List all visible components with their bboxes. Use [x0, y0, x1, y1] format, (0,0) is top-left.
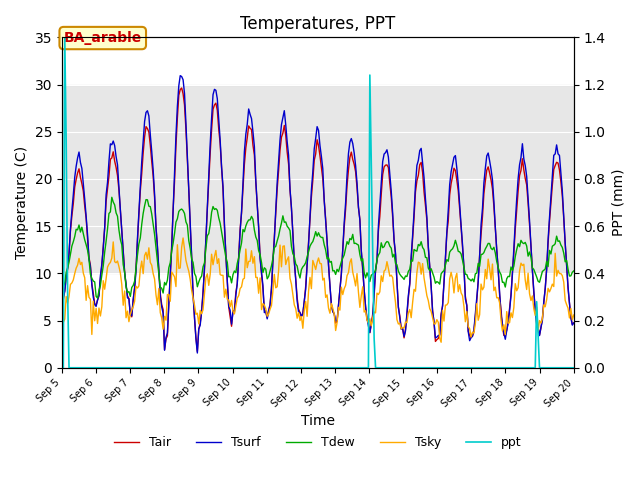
Tsurf	[285, 153, 292, 158]
Tsurf	[58, 297, 66, 302]
Tair	[285, 161, 292, 167]
Tsurf	[193, 350, 201, 356]
Tsky	[212, 248, 220, 253]
ppt	[212, 365, 220, 371]
Tair	[214, 108, 221, 113]
Legend: Tair, Tsurf, Tdew, Tsky, ppt: Tair, Tsurf, Tdew, Tsky, ppt	[109, 431, 527, 454]
Tair	[570, 320, 577, 326]
ppt	[122, 365, 130, 371]
ppt	[229, 365, 237, 371]
Tdew	[570, 268, 577, 274]
Tdew	[124, 289, 131, 295]
ppt	[61, 35, 68, 40]
Tdew	[544, 264, 552, 269]
Tsky	[437, 339, 445, 345]
Tair	[544, 241, 552, 247]
Tsurf	[230, 310, 238, 315]
Line: Tair: Tair	[62, 88, 573, 351]
Tsky	[570, 312, 577, 318]
Tdew	[108, 194, 116, 200]
Tdew	[214, 207, 221, 213]
ppt	[543, 365, 550, 371]
Tsurf	[214, 96, 221, 102]
Tdew	[239, 227, 247, 232]
ppt	[284, 365, 291, 371]
Tsky	[237, 284, 245, 289]
ppt	[570, 365, 577, 371]
ppt	[237, 365, 245, 371]
Tsky	[229, 309, 237, 314]
Line: ppt: ppt	[62, 37, 573, 368]
ppt	[58, 365, 66, 371]
Tsky	[179, 235, 187, 241]
X-axis label: Time: Time	[301, 414, 335, 428]
Tsky	[121, 288, 129, 294]
Y-axis label: Temperature (C): Temperature (C)	[15, 146, 29, 259]
Tsurf	[570, 320, 577, 326]
Tair	[121, 269, 129, 275]
Tsurf	[239, 180, 247, 186]
Tair	[58, 298, 66, 303]
Tdew	[285, 225, 292, 231]
Tsky	[544, 286, 552, 291]
Tsurf	[121, 270, 129, 276]
Tdew	[58, 279, 66, 285]
Bar	[62, 84, 573, 273]
Line: Tsurf: Tsurf	[62, 76, 573, 353]
Title: Temperatures, PPT: Temperatures, PPT	[240, 15, 396, 33]
Tdew	[230, 268, 238, 274]
Tsky	[58, 320, 66, 326]
Line: Tdew: Tdew	[62, 197, 573, 298]
Tair	[230, 308, 238, 313]
Tair	[178, 85, 186, 91]
Tsurf	[544, 237, 552, 243]
Tsky	[284, 257, 291, 263]
Y-axis label: PPT (mm): PPT (mm)	[611, 169, 625, 236]
Text: BA_arable: BA_arable	[63, 31, 142, 45]
Tair	[193, 348, 201, 354]
Tdew	[93, 295, 101, 301]
Tsurf	[177, 73, 184, 79]
Line: Tsky: Tsky	[62, 238, 573, 342]
Tair	[239, 185, 247, 191]
